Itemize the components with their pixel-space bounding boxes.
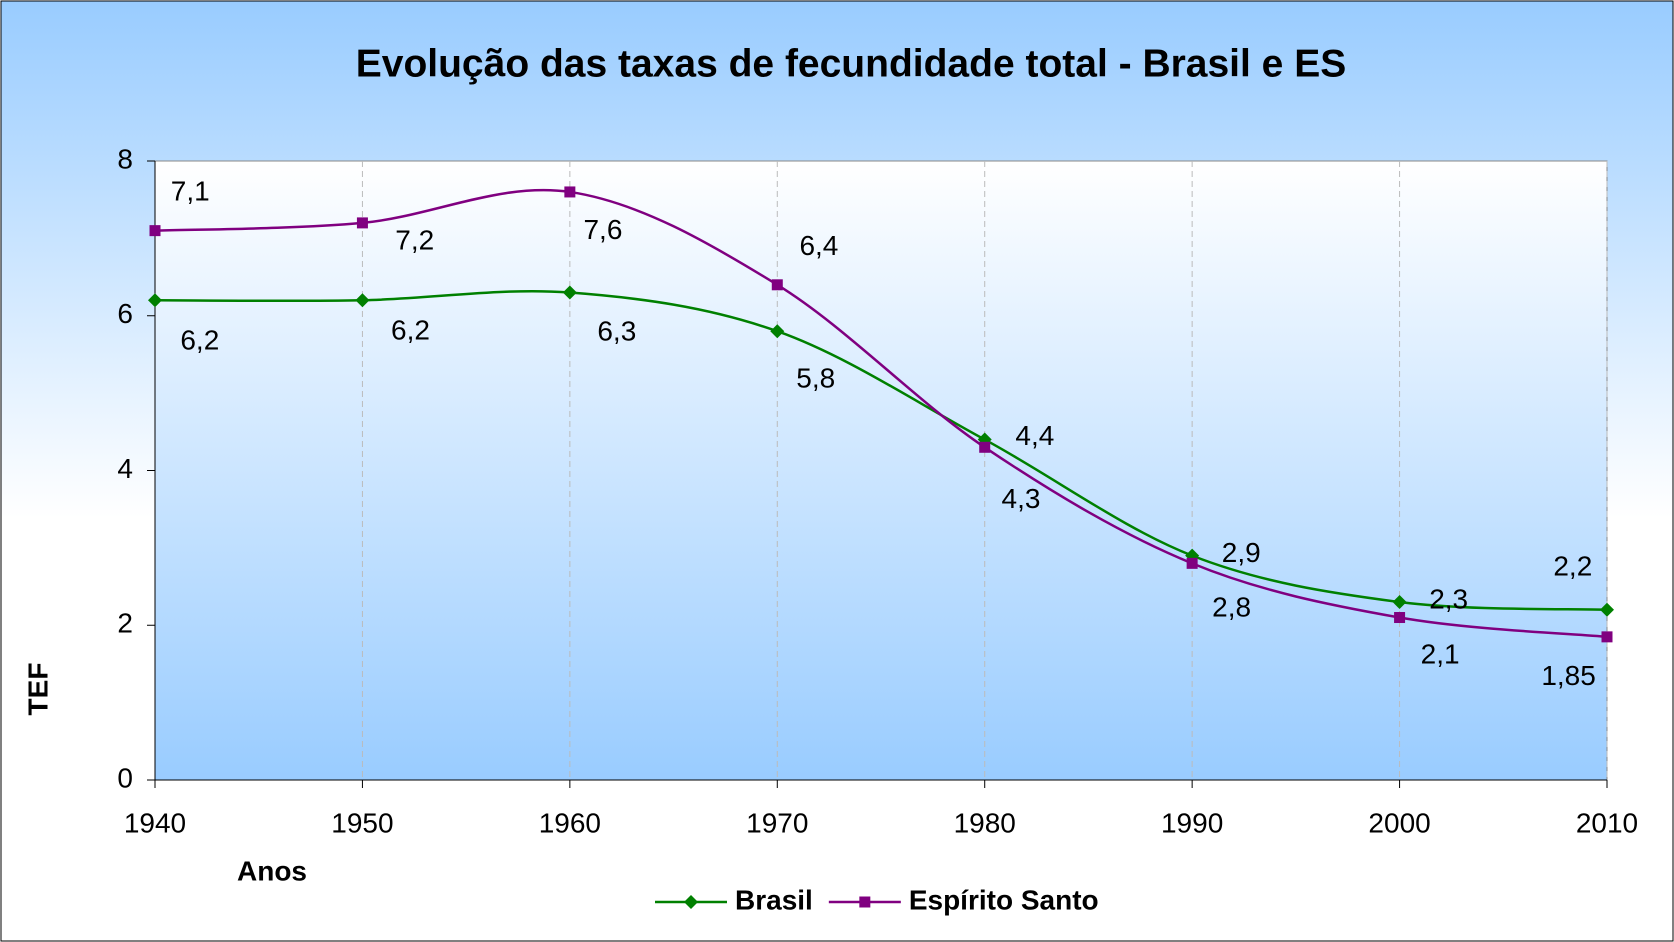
marker <box>1600 602 1614 617</box>
data-label: 1,85 <box>1541 660 1596 691</box>
legend-marker <box>684 895 698 909</box>
x-tick-label: 1980 <box>954 807 1016 838</box>
x-tick-label: 1950 <box>331 807 393 838</box>
marker <box>771 279 783 291</box>
x-tick-label: 2000 <box>1368 807 1430 838</box>
data-label: 7,6 <box>583 214 622 245</box>
x-tick-label: 2010 <box>1576 807 1638 838</box>
x-tick-label: 1970 <box>746 807 808 838</box>
plot-area <box>154 160 1608 781</box>
marker <box>564 186 576 198</box>
marker <box>770 324 785 339</box>
x-axis-label: Anos <box>237 855 307 886</box>
marker <box>1601 631 1613 643</box>
marker <box>148 293 162 308</box>
y-tick-label: 4 <box>117 453 133 484</box>
marker <box>356 217 368 229</box>
series-line <box>154 188 1608 639</box>
legend-marker <box>859 896 871 908</box>
data-label: 7,1 <box>171 176 210 207</box>
chart-title: Evolução das taxas de fecundidade total … <box>356 42 1346 85</box>
marker <box>562 285 577 300</box>
x-tick-label: 1960 <box>539 807 601 838</box>
data-label: 2,3 <box>1429 583 1468 614</box>
marker <box>1186 557 1198 569</box>
data-label: 2,1 <box>1421 638 1460 669</box>
data-label: 2,9 <box>1222 537 1261 568</box>
y-tick-label: 2 <box>117 608 133 639</box>
legend-label: Brasil <box>735 884 813 915</box>
x-tick-label: 1990 <box>1161 807 1223 838</box>
marker <box>355 293 370 308</box>
legend-label: Espírito Santo <box>909 884 1099 915</box>
marker <box>1394 612 1406 624</box>
data-label: 7,2 <box>395 225 434 256</box>
data-label: 6,3 <box>597 315 636 346</box>
y-axis-label: TEF <box>22 663 53 716</box>
data-label: 4,3 <box>1002 483 1041 514</box>
x-tick-label: 1940 <box>124 807 186 838</box>
data-label: 6,2 <box>391 315 430 346</box>
marker <box>979 441 991 453</box>
data-label: 6,4 <box>799 230 838 261</box>
marker <box>149 225 161 237</box>
marker <box>1392 595 1407 610</box>
data-label: 5,8 <box>796 363 835 394</box>
y-tick-label: 6 <box>117 298 133 329</box>
data-label: 6,2 <box>180 324 219 355</box>
data-label: 4,4 <box>1015 420 1054 451</box>
data-label: 2,2 <box>1553 551 1592 582</box>
y-tick-label: 0 <box>117 762 133 793</box>
series-line <box>154 289 1608 612</box>
data-label: 2,8 <box>1212 592 1251 623</box>
y-tick-label: 8 <box>117 143 133 174</box>
